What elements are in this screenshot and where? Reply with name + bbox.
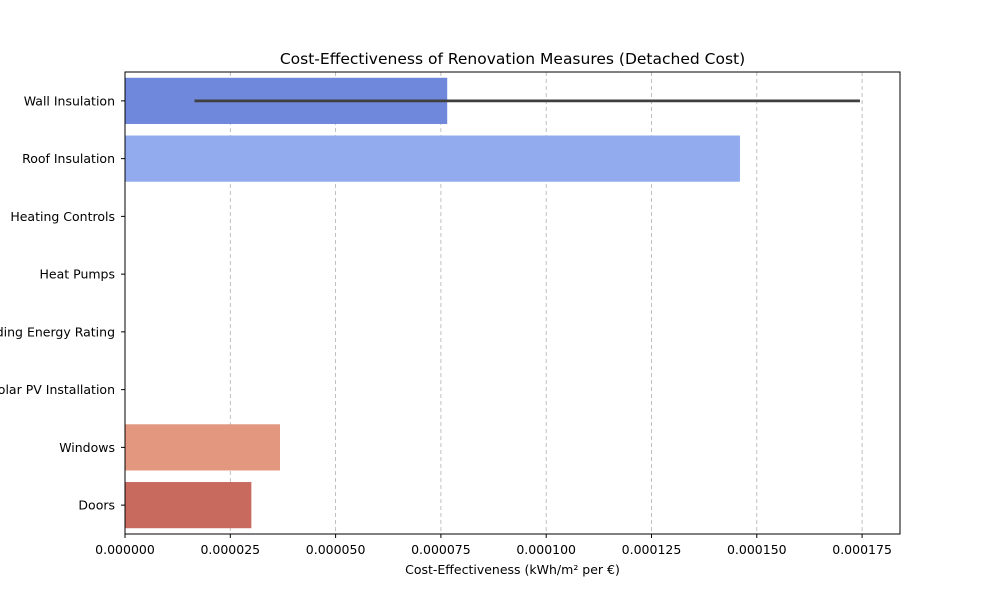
x-tick-label: 0.000150 (727, 542, 787, 557)
bar-windows (125, 424, 280, 471)
x-tick-label: 0.000100 (516, 542, 576, 557)
x-tick-label: 0.000075 (411, 542, 471, 557)
x-tick-label: 0.000000 (95, 542, 155, 557)
x-tick-label: 0.000050 (306, 542, 366, 557)
chart-title: Cost-Effectiveness of Renovation Measure… (280, 50, 745, 68)
y-tick-label: Solar PV Installation (0, 382, 115, 397)
bar-roof-insulation (125, 135, 740, 182)
y-axis-ticks: Wall Insulation Roof Insulation Heating Co… (0, 93, 125, 513)
y-tick-label: Windows (59, 440, 115, 455)
y-tick-label: Doors (78, 498, 115, 513)
y-tick-label: Wall Insulation (24, 93, 115, 108)
y-tick-label: Building Energy Rating (0, 324, 115, 339)
y-tick-label: Heat Pumps (40, 267, 116, 282)
x-axis-label: Cost-Effectiveness (kWh/m² per €) (405, 562, 620, 577)
x-axis-ticks: 0.000000 0.000025 0.000050 0.000075 0.000100… (95, 534, 892, 557)
x-tick-label: 0.000125 (622, 542, 682, 557)
x-tick-label: 0.000175 (832, 542, 892, 557)
x-tick-label: 0.000025 (200, 542, 260, 557)
plot-frame (124, 71, 901, 535)
y-tick-label: Heating Controls (10, 209, 115, 224)
y-tick-label: Roof Insulation (22, 151, 115, 166)
bar-doors (125, 482, 252, 529)
